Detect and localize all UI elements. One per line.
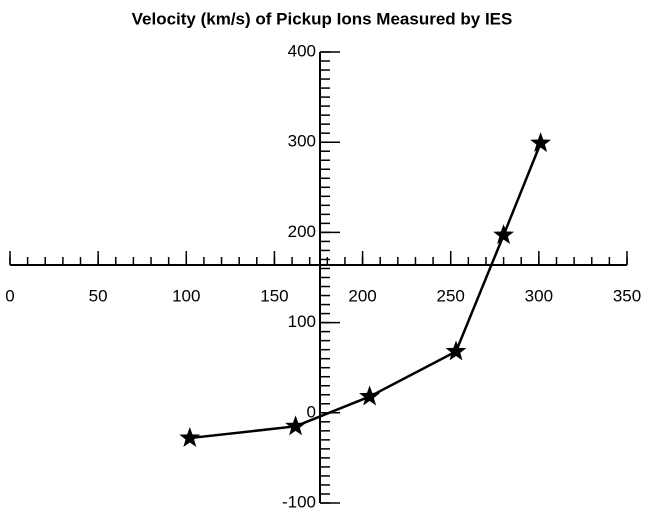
star-marker xyxy=(445,340,467,361)
star-marker xyxy=(179,427,201,447)
x-tick-label: 200 xyxy=(348,286,376,305)
x-tick-label: 150 xyxy=(260,286,288,305)
chart-title: Velocity (km/s) of Pickup Ions Measured … xyxy=(132,9,513,28)
data-line xyxy=(189,142,542,440)
y-tick-label: 300 xyxy=(288,132,316,151)
x-tick-label: 50 xyxy=(89,286,108,305)
y-tick-label: 0 xyxy=(307,402,316,421)
x-tick-label: 350 xyxy=(613,286,641,305)
x-tick-label: 100 xyxy=(172,286,200,305)
y-tick-label: 100 xyxy=(288,312,316,331)
y-tick-label: 200 xyxy=(288,222,316,241)
star-marker xyxy=(285,415,307,436)
x-tick-label: 300 xyxy=(525,286,553,305)
y-tick-label: 400 xyxy=(288,41,316,60)
y-tick-label: -100 xyxy=(282,492,316,511)
x-tick-label: 0 xyxy=(5,286,14,305)
star-marker xyxy=(493,224,515,245)
star-marker xyxy=(530,132,552,152)
star-marker xyxy=(359,385,381,406)
x-tick-label: 250 xyxy=(437,286,465,305)
